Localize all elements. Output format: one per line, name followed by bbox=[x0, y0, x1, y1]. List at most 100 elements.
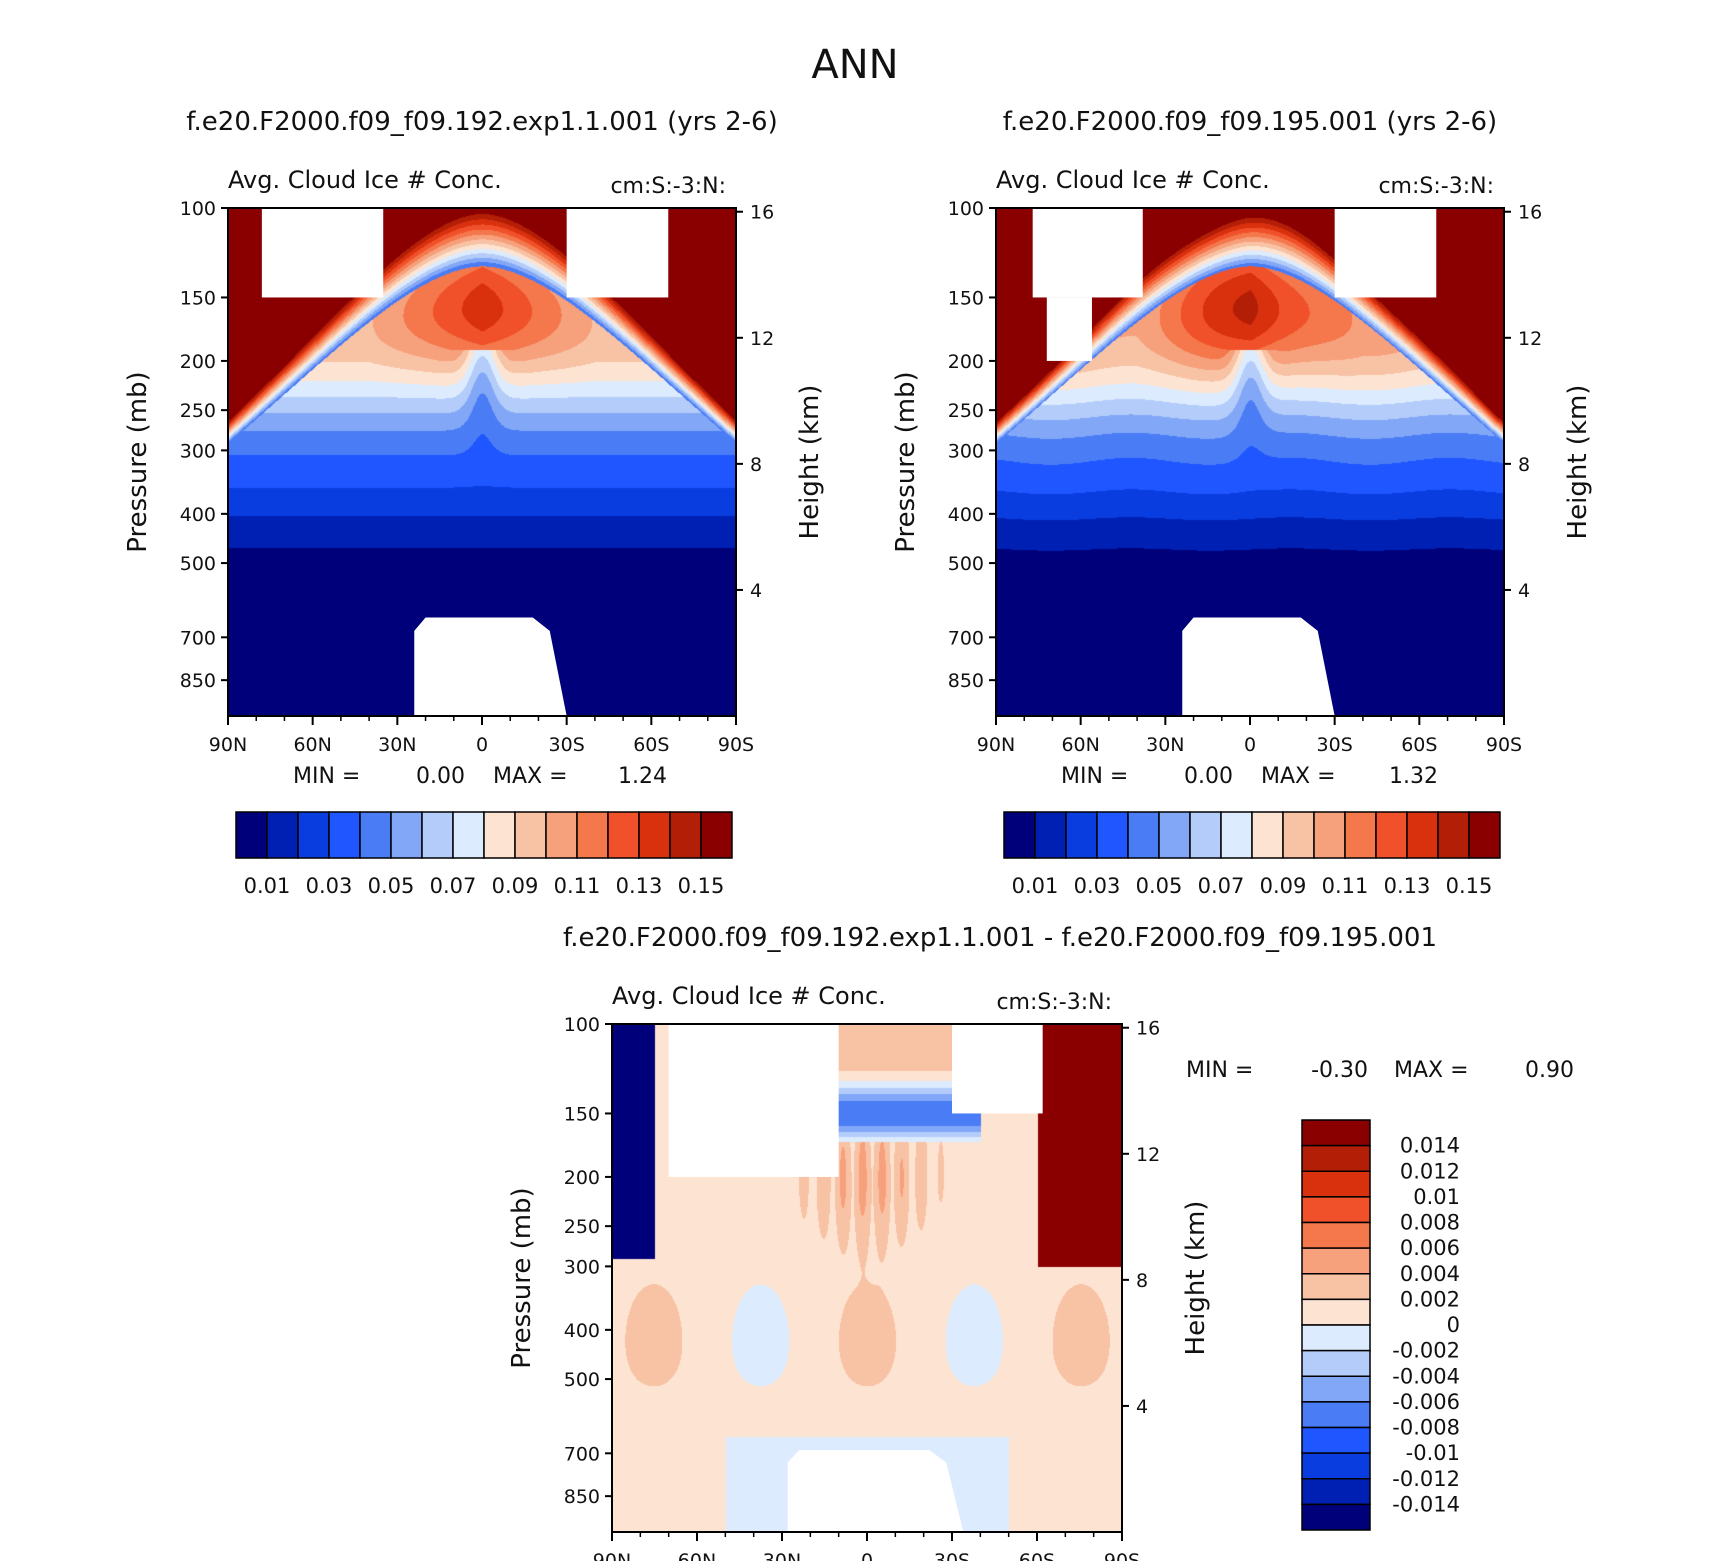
panel1-colorbar-swatch bbox=[545, 811, 578, 859]
panel3-max-label: MAX = bbox=[1394, 1058, 1469, 1083]
panel1-height-tick-label: 4 bbox=[750, 580, 762, 602]
panel3-colorbar-label: 0 bbox=[1447, 1313, 1460, 1337]
panel3-missing-data-mask bbox=[668, 1024, 1043, 1532]
panel3-colorbar-label: -0.004 bbox=[1392, 1364, 1460, 1388]
panel2-ylabel: Pressure (mb) bbox=[891, 371, 921, 552]
panel1-colorbar-label: 0.01 bbox=[244, 874, 291, 898]
panel2-y-tick-label: 850 bbox=[948, 670, 984, 692]
panel2-colorbar-swatch bbox=[1406, 811, 1439, 859]
panel3-units-label: cm:S:-3:N: bbox=[996, 990, 1112, 1015]
panel1-min-label: MIN = bbox=[293, 764, 360, 789]
panel3-colorbar-swatch bbox=[1301, 1170, 1371, 1198]
panel3-y-tick-label: 250 bbox=[564, 1216, 600, 1238]
panel1-y-tick-label: 850 bbox=[180, 670, 216, 692]
panel3-colorbar bbox=[1301, 1119, 1371, 1531]
panel3-y-tick-label: 100 bbox=[564, 1014, 600, 1036]
panel3-colorbar-swatch bbox=[1301, 1503, 1371, 1531]
panel3-x-tick-label: 0 bbox=[861, 1550, 873, 1561]
panel1-min-value: 0.00 bbox=[416, 764, 465, 789]
panel1-colorbar-swatch bbox=[328, 811, 361, 859]
panel2-x-tick-label: 90N bbox=[977, 734, 1015, 756]
panel1-colorbar-label: 0.07 bbox=[430, 874, 477, 898]
panel2-mask-lower bbox=[1182, 617, 1335, 716]
panel3-y-tick-label: 700 bbox=[564, 1443, 600, 1465]
panel1-y-tick-label: 100 bbox=[180, 198, 216, 220]
panel2-min-value: 0.00 bbox=[1184, 764, 1233, 789]
panel2-x-tick-label: 60S bbox=[1401, 734, 1437, 756]
panel2-colorbar-label: 0.13 bbox=[1384, 874, 1431, 898]
panel3-colorbar-swatch bbox=[1301, 1298, 1371, 1326]
panel2-colorbar-swatch bbox=[1158, 811, 1191, 859]
panel2-colorbar-swatch bbox=[1220, 811, 1253, 859]
panel1-ylabel-right: Height (km) bbox=[795, 385, 825, 540]
panel3-y-tick-label: 300 bbox=[564, 1256, 600, 1278]
panel2-colorbar-label: 0.07 bbox=[1198, 874, 1245, 898]
panel2-colorbar-swatch bbox=[1189, 811, 1222, 859]
panel3-colorbar-label: 0.004 bbox=[1400, 1262, 1460, 1286]
panel2-case-title: f.e20.F2000.f09_f09.195.001 (yrs 2-6) bbox=[1003, 107, 1497, 137]
panel1-case-title: f.e20.F2000.f09_f09.192.exp1.1.001 (yrs … bbox=[186, 107, 777, 137]
panel2-units-label: cm:S:-3:N: bbox=[1378, 174, 1494, 199]
panel2-colorbar bbox=[1003, 811, 1501, 859]
panel2-y-tick-label: 100 bbox=[948, 198, 984, 220]
panel3-colorbar-label: -0.008 bbox=[1392, 1416, 1460, 1440]
panel2-height-tick-label: 16 bbox=[1518, 202, 1542, 224]
panel3-height-tick-label: 8 bbox=[1136, 1270, 1148, 1292]
panel3-colorbar-label: -0.006 bbox=[1392, 1390, 1460, 1414]
panel3-mask-lower bbox=[787, 1450, 964, 1532]
panel2-variable-label: Avg. Cloud Ice # Conc. bbox=[996, 166, 1270, 194]
panel3-x-tick-label: 60S bbox=[1019, 1550, 1055, 1561]
panel2-max-value: 1.32 bbox=[1389, 764, 1438, 789]
panel2-y-tick-label: 200 bbox=[948, 351, 984, 373]
panel2-max-label: MAX = bbox=[1261, 764, 1336, 789]
panel1-height-tick-label: 12 bbox=[750, 328, 774, 350]
panel3-x-tick-label: 90N bbox=[593, 1550, 631, 1561]
panel1-y-tick-label: 300 bbox=[180, 440, 216, 462]
panel3-colorbar-swatch bbox=[1301, 1273, 1371, 1301]
panel1-y-tick-label: 400 bbox=[180, 504, 216, 526]
panel2-colorbar-swatch bbox=[1282, 811, 1315, 859]
panel3-mask-upper bbox=[952, 1024, 1043, 1114]
panel1-colorbar-label: 0.03 bbox=[306, 874, 353, 898]
panel2-mask-notch bbox=[1046, 297, 1092, 361]
panel3-colorbar-swatch bbox=[1301, 1196, 1371, 1224]
panel3-min-label: MIN = bbox=[1186, 1058, 1253, 1083]
panel2-y-tick-label: 700 bbox=[948, 627, 984, 649]
panel3-colorbar-swatch bbox=[1301, 1119, 1371, 1147]
panel2-colorbar-label: 0.03 bbox=[1074, 874, 1121, 898]
panel3-max-value: 0.90 bbox=[1525, 1058, 1574, 1083]
panel3-colorbar-label: -0.012 bbox=[1392, 1467, 1460, 1491]
season-title: ANN bbox=[811, 42, 898, 88]
panel2-y-tick-label: 250 bbox=[948, 400, 984, 422]
panel1-colorbar-swatch bbox=[483, 811, 516, 859]
panel2-y-tick-label: 400 bbox=[948, 504, 984, 526]
panel2-y-tick-label: 300 bbox=[948, 440, 984, 462]
panel3-colorbar-swatch bbox=[1301, 1144, 1371, 1172]
panel1-height-tick-label: 8 bbox=[750, 454, 762, 476]
panel1-colorbar-swatch bbox=[359, 811, 392, 859]
panel1-y-tick-label: 500 bbox=[180, 553, 216, 575]
panel3-min-value: -0.30 bbox=[1311, 1058, 1368, 1083]
panel2-colorbar-swatch bbox=[1313, 811, 1346, 859]
panel2-y-tick-label: 500 bbox=[948, 553, 984, 575]
panel2-mask-upper bbox=[1032, 208, 1143, 298]
panel3-x-tick-label: 60N bbox=[678, 1550, 716, 1561]
panel3-colorbar-label: 0.014 bbox=[1400, 1134, 1460, 1158]
panel2-height-tick-label: 4 bbox=[1518, 580, 1530, 602]
panel2-colorbar-label: 0.09 bbox=[1260, 874, 1307, 898]
panel2-x-tick-label: 30S bbox=[1317, 734, 1353, 756]
panel1-colorbar-swatch bbox=[638, 811, 671, 859]
panel1-colorbar-swatch bbox=[297, 811, 330, 859]
panel1-colorbar-label: 0.05 bbox=[368, 874, 415, 898]
panel3-variable-label: Avg. Cloud Ice # Conc. bbox=[612, 982, 886, 1010]
panel3-colorbar-label: 0.012 bbox=[1400, 1159, 1460, 1183]
panel2-x-tick-label: 90S bbox=[1486, 734, 1522, 756]
panel1-y-tick-label: 250 bbox=[180, 400, 216, 422]
panel1-x-tick-label: 60N bbox=[293, 734, 331, 756]
panel3-colorbar-label: 0.002 bbox=[1400, 1287, 1460, 1311]
panel3-y-tick-label: 500 bbox=[564, 1369, 600, 1391]
panel2-missing-data-mask bbox=[1032, 208, 1437, 716]
panel2-colorbar-swatch bbox=[1375, 811, 1408, 859]
panel3-height-tick-label: 12 bbox=[1136, 1144, 1160, 1166]
panel3-ylabel: Pressure (mb) bbox=[507, 1187, 537, 1368]
